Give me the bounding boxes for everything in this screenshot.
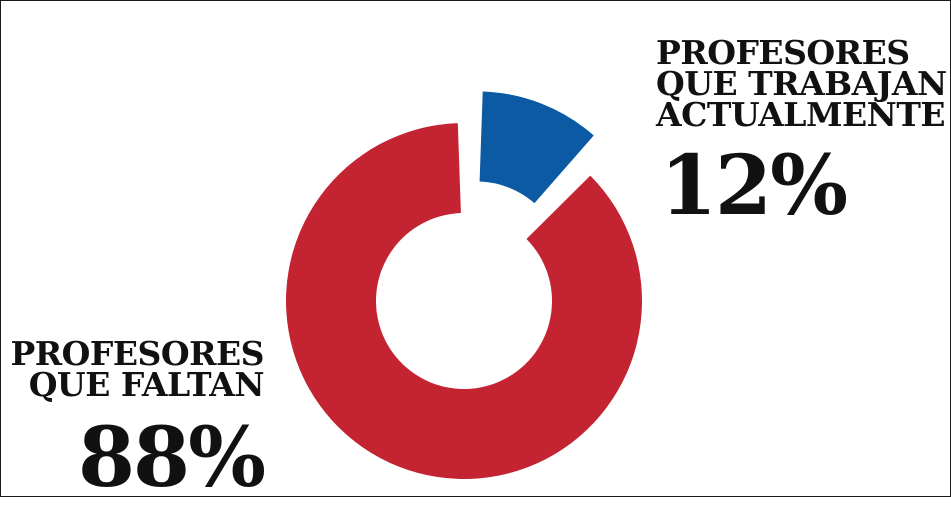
slice-label-missing: PROFESORES QUE FALTAN 88%: [0, 334, 266, 506]
slice-label-line: ACTUALMENTE: [656, 95, 946, 134]
slice-label-line: PROFESORES: [10, 334, 264, 373]
slice-label-line: PROFESORES: [656, 33, 910, 72]
slice-label-line: QUE FALTAN: [28, 365, 265, 404]
slice-label-line: QUE TRABAJAN: [656, 64, 947, 103]
slice-percent-label: 88%: [77, 410, 266, 506]
slice-percent-label: 12%: [660, 138, 848, 234]
donut-slice-0: [479, 91, 594, 204]
donut-slice-1: [286, 123, 643, 480]
slice-label-working: PROFESORES QUE TRABAJAN ACTUALMENTE 12%: [656, 33, 947, 234]
